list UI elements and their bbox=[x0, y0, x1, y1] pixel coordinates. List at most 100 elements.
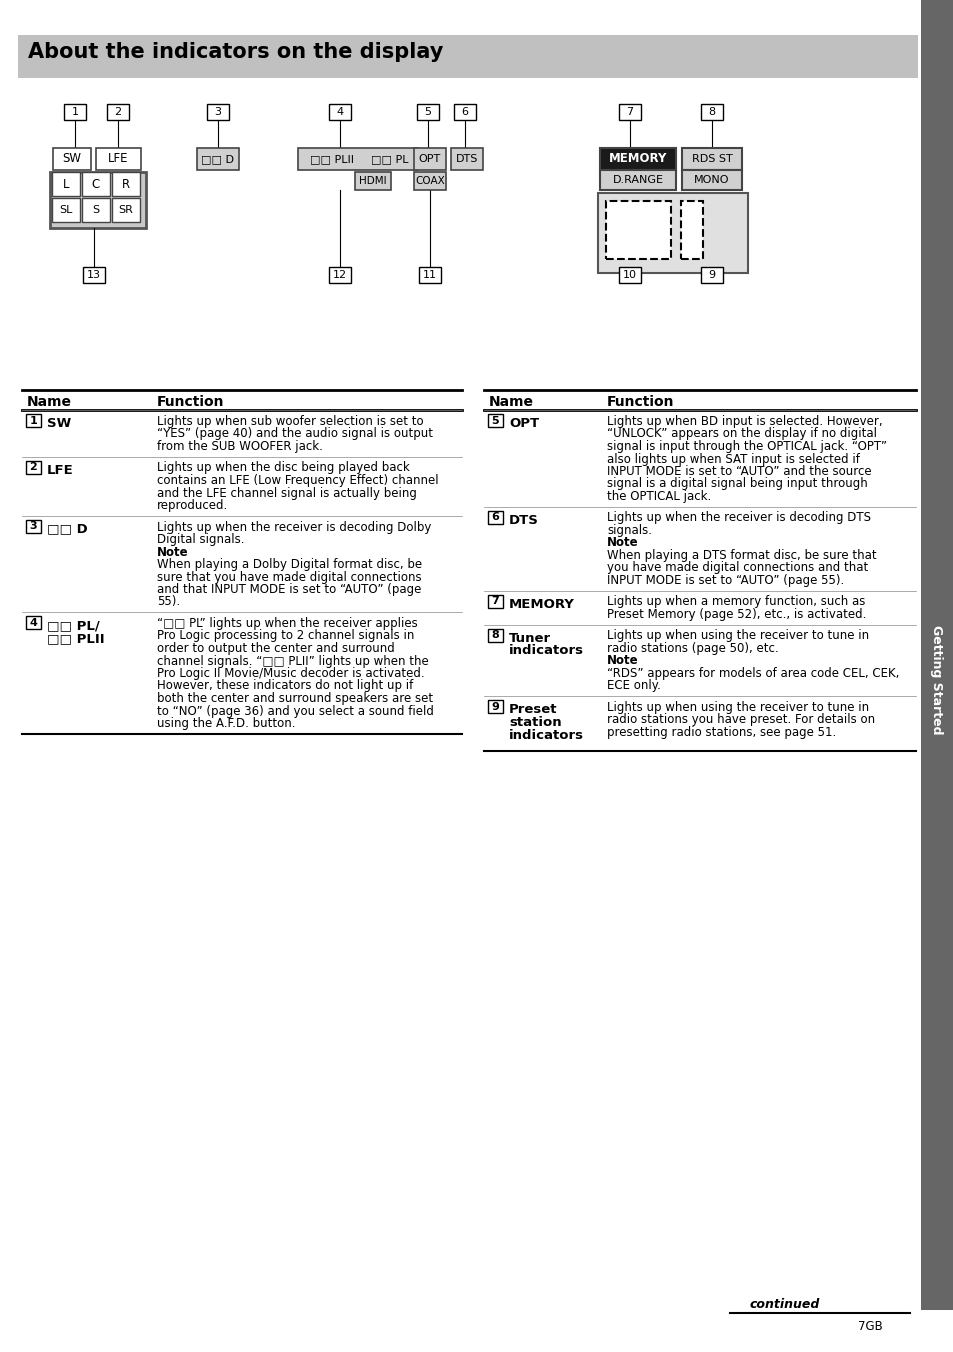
Bar bbox=[605, 201, 670, 260]
Text: 6: 6 bbox=[461, 107, 468, 118]
Text: INPUT MODE is set to “AUTO” (page 55).: INPUT MODE is set to “AUTO” (page 55). bbox=[606, 575, 843, 587]
Text: 2: 2 bbox=[30, 462, 37, 472]
Text: both the center and surround speakers are set: both the center and surround speakers ar… bbox=[157, 692, 433, 704]
Text: radio stations (page 50), etc.: radio stations (page 50), etc. bbox=[606, 642, 778, 654]
Text: DTS: DTS bbox=[456, 154, 477, 164]
Text: S: S bbox=[92, 206, 99, 215]
Text: □□ D: □□ D bbox=[201, 154, 234, 164]
Text: indicators: indicators bbox=[509, 729, 583, 742]
Bar bbox=[700, 104, 722, 120]
Text: from the SUB WOOFER jack.: from the SUB WOOFER jack. bbox=[157, 439, 322, 453]
Text: indicators: indicators bbox=[509, 645, 583, 657]
Text: signals.: signals. bbox=[606, 525, 651, 537]
Text: Note: Note bbox=[606, 654, 638, 668]
Text: Digital signals.: Digital signals. bbox=[157, 533, 244, 546]
Text: Lights up when a memory function, such as: Lights up when a memory function, such a… bbox=[606, 595, 864, 608]
Text: SW: SW bbox=[47, 416, 71, 430]
Text: 8: 8 bbox=[708, 107, 715, 118]
Bar bbox=[107, 104, 129, 120]
Bar bbox=[329, 104, 351, 120]
Bar bbox=[920, 0, 953, 1310]
Text: However, these indicators do not light up if: However, these indicators do not light u… bbox=[157, 680, 413, 692]
Text: contains an LFE (Low Frequency Effect) channel: contains an LFE (Low Frequency Effect) c… bbox=[157, 475, 438, 487]
Bar bbox=[598, 193, 747, 273]
Text: signal is input through the OPTICAL jack. “OPT”: signal is input through the OPTICAL jack… bbox=[606, 439, 886, 453]
Text: SR: SR bbox=[118, 206, 133, 215]
Bar bbox=[26, 414, 41, 427]
Bar bbox=[454, 104, 476, 120]
Bar bbox=[414, 172, 446, 191]
Text: □□ PLII: □□ PLII bbox=[47, 631, 105, 645]
Text: 5: 5 bbox=[491, 415, 498, 426]
Bar bbox=[53, 147, 91, 170]
Bar bbox=[681, 147, 741, 170]
Text: Note: Note bbox=[157, 545, 189, 558]
Text: INPUT MODE is set to “AUTO” and the source: INPUT MODE is set to “AUTO” and the sour… bbox=[606, 465, 871, 479]
Text: Preset: Preset bbox=[509, 703, 557, 717]
Text: 1: 1 bbox=[71, 107, 78, 118]
Bar bbox=[680, 201, 702, 260]
Text: “UNLOCK” appears on the display if no digital: “UNLOCK” appears on the display if no di… bbox=[606, 427, 876, 441]
Text: OPT: OPT bbox=[509, 416, 538, 430]
Bar bbox=[488, 700, 502, 713]
Text: Lights up when sub woofer selection is set to: Lights up when sub woofer selection is s… bbox=[157, 415, 423, 429]
Bar bbox=[414, 147, 446, 170]
Text: 9: 9 bbox=[491, 702, 499, 711]
Text: Pro Logic processing to 2 channel signals in: Pro Logic processing to 2 channel signal… bbox=[157, 630, 414, 642]
Bar bbox=[681, 170, 741, 191]
Bar bbox=[26, 519, 41, 533]
Bar bbox=[52, 197, 80, 222]
Text: the OPTICAL jack.: the OPTICAL jack. bbox=[606, 489, 711, 503]
Text: ECE only.: ECE only. bbox=[606, 680, 660, 692]
Bar bbox=[52, 172, 80, 196]
Bar bbox=[700, 266, 722, 283]
Text: LFE: LFE bbox=[108, 153, 129, 165]
Text: □□ PLII: □□ PLII bbox=[310, 154, 354, 164]
Text: C: C bbox=[91, 177, 100, 191]
Bar bbox=[82, 172, 110, 196]
Text: Lights up when the disc being played back: Lights up when the disc being played bac… bbox=[157, 461, 410, 475]
Text: Lights up when BD input is selected. However,: Lights up when BD input is selected. How… bbox=[606, 415, 882, 429]
Text: Name: Name bbox=[27, 395, 71, 410]
Text: 7GB: 7GB bbox=[857, 1321, 882, 1333]
Text: □□ PL/: □□ PL/ bbox=[47, 619, 100, 631]
Text: When playing a Dolby Digital format disc, be: When playing a Dolby Digital format disc… bbox=[157, 558, 421, 571]
Text: MEMORY: MEMORY bbox=[608, 153, 666, 165]
Text: “YES” (page 40) and the audio signal is output: “YES” (page 40) and the audio signal is … bbox=[157, 427, 433, 441]
Text: LFE: LFE bbox=[47, 464, 73, 476]
Text: Note: Note bbox=[606, 537, 638, 549]
Text: 10: 10 bbox=[622, 270, 637, 280]
Bar bbox=[451, 147, 482, 170]
Bar bbox=[355, 172, 391, 191]
Text: Pro Logic II Movie/Music decoder is activated.: Pro Logic II Movie/Music decoder is acti… bbox=[157, 667, 424, 680]
Bar bbox=[297, 147, 417, 170]
Text: Lights up when the receiver is decoding DTS: Lights up when the receiver is decoding … bbox=[606, 511, 870, 525]
Bar bbox=[599, 170, 676, 191]
Text: OPT: OPT bbox=[418, 154, 440, 164]
Text: Tuner: Tuner bbox=[509, 631, 551, 645]
Text: 4: 4 bbox=[30, 618, 37, 627]
Text: MEMORY: MEMORY bbox=[509, 598, 575, 611]
Bar bbox=[599, 147, 676, 170]
Text: 6: 6 bbox=[491, 512, 499, 522]
Text: HDMI: HDMI bbox=[359, 176, 386, 187]
Text: □□ PL: □□ PL bbox=[371, 154, 408, 164]
Text: reproduced.: reproduced. bbox=[157, 499, 228, 512]
Bar bbox=[196, 147, 239, 170]
Text: RDS ST: RDS ST bbox=[691, 154, 732, 164]
Text: □□ D: □□ D bbox=[47, 522, 88, 535]
Bar bbox=[488, 511, 502, 523]
Text: and that INPUT MODE is set to “AUTO” (page: and that INPUT MODE is set to “AUTO” (pa… bbox=[157, 583, 421, 596]
Text: station: station bbox=[509, 717, 561, 729]
Bar bbox=[50, 172, 146, 228]
Text: R: R bbox=[122, 177, 130, 191]
Text: you have made digital connections and that: you have made digital connections and th… bbox=[606, 561, 867, 575]
Text: COAX: COAX bbox=[415, 176, 444, 187]
Text: 13: 13 bbox=[87, 270, 101, 280]
Text: SL: SL bbox=[59, 206, 72, 215]
Text: 2: 2 bbox=[114, 107, 121, 118]
Text: 1: 1 bbox=[30, 415, 37, 426]
Text: channel signals. “□□ PLII” lights up when the: channel signals. “□□ PLII” lights up whe… bbox=[157, 654, 428, 668]
Text: DTS: DTS bbox=[509, 514, 538, 526]
Text: L: L bbox=[63, 177, 70, 191]
